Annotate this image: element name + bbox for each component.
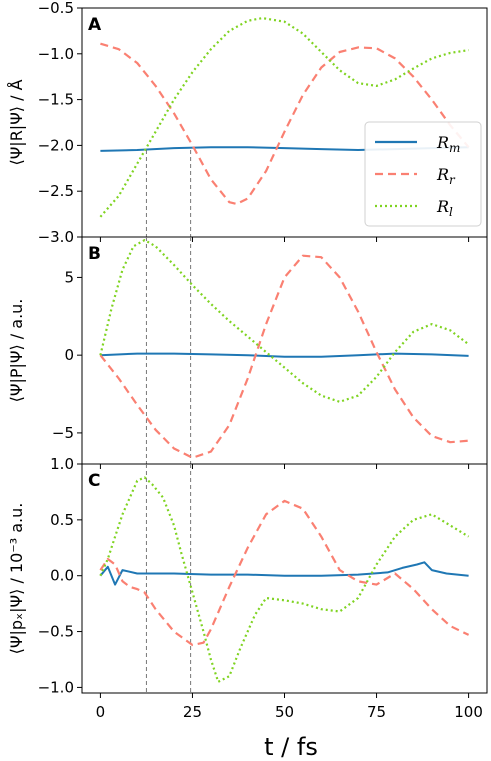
y-tick-label: −2.5 — [38, 182, 74, 200]
x-tick-label: 50 — [275, 703, 294, 721]
y-axis-label: ⟨Ψ|pₓ|Ψ⟩ / 10⁻³ a.u. — [7, 503, 26, 655]
y-tick-label: −1.0 — [38, 45, 74, 63]
series-rl-line — [99, 239, 470, 403]
series-rm-line — [99, 561, 469, 586]
legend-label-rl: Rl — [436, 197, 453, 219]
y-tick-label: −5 — [52, 424, 74, 442]
panel-label: B — [88, 244, 101, 264]
y-axis-label: ⟨Ψ|P|Ψ⟩ / a.u. — [7, 299, 26, 403]
y-tick-label: −1.0 — [38, 678, 74, 696]
legend-box — [364, 121, 482, 227]
panel-b: −5 0 5B ⟨Ψ|P|Ψ⟩ / a.u. — [7, 236, 488, 469]
x-axis-label: t / fs — [264, 733, 318, 761]
x-tick-label: 100 — [454, 703, 483, 721]
panel-frame — [81, 463, 488, 694]
legend: Rm Rr Rl — [364, 121, 482, 227]
series-rr-line — [100, 42, 470, 206]
y-axis-label: ⟨Ψ|R|Ψ⟩ / Å — [7, 79, 26, 165]
x-tick-label: 0 — [96, 703, 106, 721]
y-tick-label: −0.5 — [38, 0, 74, 17]
legend-label-rr: Rr — [436, 165, 456, 187]
panel-label: A — [88, 15, 102, 35]
y-tick-label: 5 — [64, 268, 74, 286]
series-rl-line — [99, 17, 469, 218]
y-tick-label: −3.0 — [38, 228, 74, 246]
y-tick-label: −1.5 — [38, 91, 74, 109]
panel-a: −3.0 −2.5 −2.0 −1.5 −1.0 −0.5 A ⟨Ψ|R|Ψ⟩ / Å Rm Rr… — [7, 0, 488, 246]
series-rl-line — [99, 476, 470, 683]
legend-label-rm: Rm — [436, 133, 460, 155]
y-tick-label: −0.5 — [38, 623, 74, 641]
x-tick-label: 25 — [183, 703, 202, 721]
y-tick-label: 0.0 — [50, 567, 74, 585]
series-rm-line — [100, 352, 469, 358]
y-tick-label: −2.0 — [38, 136, 74, 154]
panel-label: C — [88, 471, 100, 491]
x-tick-label: 75 — [367, 703, 386, 721]
y-tick-label: 1.0 — [50, 455, 74, 473]
y-tick-label: 0 — [64, 346, 74, 364]
y-tick-label: 0.5 — [50, 511, 74, 529]
panel-c: −1.0 −0.5 0.0 0.5 1.0 0 25 50 75 100 C ⟨Ψ|pₓ|Ψ⟩ / 1… — [7, 455, 488, 721]
